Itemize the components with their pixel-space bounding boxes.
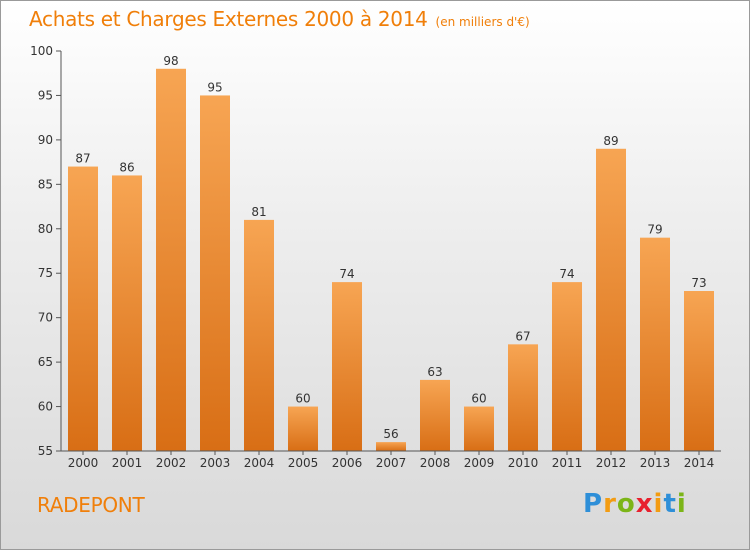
bar <box>508 344 538 451</box>
commune-name: RADEPONT <box>37 493 145 517</box>
bar <box>420 379 450 451</box>
bar <box>376 442 406 451</box>
logo-letter: t <box>663 489 677 519</box>
x-tick-label: 2010 <box>508 456 539 470</box>
bar-value-label: 67 <box>515 329 530 343</box>
x-tick-label: 2012 <box>596 456 627 470</box>
bar <box>332 282 362 451</box>
y-tick-label: 100 <box>30 44 53 58</box>
y-tick-label: 60 <box>38 400 53 414</box>
bar-value-label: 87 <box>75 152 90 166</box>
bar <box>552 282 582 451</box>
bar-value-label: 95 <box>207 80 222 94</box>
x-tick-label: 2014 <box>684 456 715 470</box>
y-tick-label: 95 <box>38 88 53 102</box>
bar <box>68 166 98 452</box>
x-tick-label: 2005 <box>288 456 319 470</box>
x-tick-label: 2004 <box>244 456 275 470</box>
bars-group: 87 86 98 95 81 60 74 56 63 60 67 74 89 79 73 <box>68 54 714 452</box>
bar <box>684 291 714 451</box>
y-tick-label: 80 <box>38 222 53 236</box>
x-tick-label: 2008 <box>420 456 451 470</box>
logo-letter: i <box>653 489 664 519</box>
chart-title: Achats et Charges Externes 2000 à 2014 (e… <box>29 7 530 31</box>
bar <box>156 68 186 452</box>
bar <box>640 237 670 451</box>
logo-letter: r <box>603 489 617 519</box>
bar <box>596 148 626 451</box>
chart-title-unit: (en milliers d'€) <box>435 15 530 29</box>
bar-value-label: 86 <box>119 160 134 174</box>
y-tick-label: 65 <box>38 355 53 369</box>
x-tick-label: 2013 <box>640 456 671 470</box>
bar <box>464 406 494 451</box>
bar <box>244 219 274 451</box>
y-tick-label: 70 <box>38 311 53 325</box>
bar <box>200 95 230 451</box>
logo-letter: o <box>616 489 636 519</box>
axes-group: 55 60 65 70 75 80 85 90 95 100 2000 2001 2002 2003 200… <box>30 44 721 470</box>
bar-value-label: 56 <box>383 427 398 441</box>
y-tick-label: 85 <box>38 177 53 191</box>
bar-value-label: 79 <box>647 223 662 237</box>
logo-letter: x <box>635 489 654 519</box>
bar-value-label: 81 <box>251 205 266 219</box>
x-tick-label: 2001 <box>112 456 143 470</box>
x-tick-label: 2002 <box>156 456 187 470</box>
bar-value-label: 73 <box>691 276 706 290</box>
bar-value-label: 63 <box>427 365 442 379</box>
bar <box>288 406 318 451</box>
bar-value-label: 89 <box>603 134 618 148</box>
x-tick-label: 2003 <box>200 456 231 470</box>
bar-value-label: 60 <box>295 392 310 406</box>
x-tick-label: 2009 <box>464 456 495 470</box>
bar-value-label: 74 <box>559 267 574 281</box>
x-tick-label: 2007 <box>376 456 407 470</box>
bar <box>112 175 142 451</box>
logo-letter: i <box>676 489 687 519</box>
bar-value-label: 60 <box>471 392 486 406</box>
logo-letter: P <box>583 489 604 519</box>
y-tick-label: 90 <box>38 133 53 147</box>
bar-value-label: 74 <box>339 267 354 281</box>
bar-value-label: 98 <box>163 54 178 68</box>
x-tick-label: 2011 <box>552 456 583 470</box>
x-tick-label: 2006 <box>332 456 363 470</box>
chart-title-main: Achats et Charges Externes 2000 à 2014 <box>29 7 428 31</box>
x-tick-label: 2000 <box>68 456 99 470</box>
y-tick-label: 75 <box>38 266 53 280</box>
y-tick-label: 55 <box>38 444 53 458</box>
proxiti-logo[interactable]: Proxiti <box>583 489 687 519</box>
